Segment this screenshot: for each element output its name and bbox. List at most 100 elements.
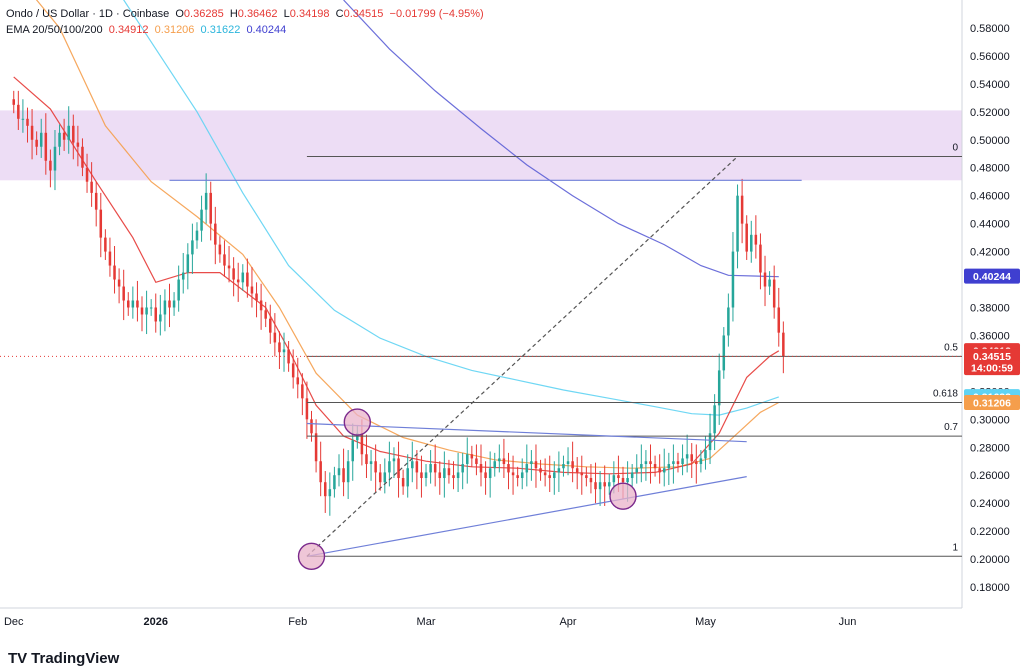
candle-body <box>461 464 464 473</box>
ema100-line <box>123 0 779 416</box>
candle-body <box>140 307 144 315</box>
candle-body <box>539 468 542 473</box>
price-chart[interactable]: 0 0.5 0.618 0.7 1 0.18000 0.20000 0.22000 0.240… <box>0 0 1024 648</box>
symbol-label[interactable]: Ondo / US Dollar · 1D · Coinbase <box>6 8 170 20</box>
candle-body <box>662 468 666 473</box>
price-tag-label: 14:00:59 <box>971 363 1013 375</box>
price-tick-label: 0.36000 <box>970 330 1010 342</box>
fib-level-label: 0 <box>952 143 958 154</box>
price-tick-label: 0.24000 <box>970 498 1010 510</box>
candle-body <box>571 461 574 469</box>
candle-body <box>200 209 203 231</box>
candle-body <box>520 472 524 479</box>
candle-body <box>346 461 350 483</box>
price-tick-label: 0.52000 <box>970 107 1010 119</box>
candle-body <box>488 468 492 479</box>
candle-body <box>768 279 771 287</box>
candle-body <box>772 279 776 308</box>
high-label: H <box>229 8 238 20</box>
grid <box>0 0 963 609</box>
time-tick-label: May <box>695 616 716 628</box>
low-label: L <box>283 8 290 20</box>
candle-body <box>658 468 661 473</box>
tradingview-brand[interactable]: TV TradingView <box>8 650 119 667</box>
time-tick-label: Apr <box>559 616 576 628</box>
candle-body <box>108 251 112 266</box>
candle-body <box>617 475 620 479</box>
candle-body <box>163 300 167 315</box>
candle-body <box>424 472 428 479</box>
candle-body <box>250 286 254 294</box>
candle-body <box>598 482 602 490</box>
candle-body <box>209 192 212 224</box>
candle-body <box>35 139 38 147</box>
price-tick-label: 0.30000 <box>970 414 1010 426</box>
highlight-circle <box>609 482 637 510</box>
ema50-line <box>35 0 780 469</box>
brand-name: TradingView <box>31 650 120 667</box>
price-tick-label: 0.28000 <box>970 442 1010 454</box>
candle-body <box>21 118 25 120</box>
candle-body <box>223 254 226 266</box>
candle-body <box>67 125 70 140</box>
ema200-value: 0.40244 <box>246 24 287 36</box>
candle-body <box>191 240 194 255</box>
candle-body <box>493 461 497 469</box>
candle-body <box>30 125 34 140</box>
price-tag <box>964 394 1020 410</box>
close-label: C <box>335 8 344 20</box>
candle-body <box>278 342 281 353</box>
candle-body <box>603 482 606 487</box>
candle-body <box>525 464 529 473</box>
candle-body <box>534 461 538 469</box>
candle-body <box>39 132 43 147</box>
candle-body <box>149 307 153 309</box>
candle-body <box>104 237 107 252</box>
candle-body <box>612 475 616 483</box>
time-axis[interactable]: Dec 2026 Feb Mar Apr May Jun <box>4 616 856 628</box>
candle-body <box>754 234 758 245</box>
price-tick-label: 0.50000 <box>970 135 1010 147</box>
candle-body <box>438 472 442 479</box>
candle-body <box>314 433 318 462</box>
candle-body <box>750 234 753 252</box>
candle-body <box>181 272 185 280</box>
candle-body <box>452 475 455 479</box>
resistance-zone-rect <box>0 110 962 181</box>
ema20-value: 0.34912 <box>108 24 149 36</box>
price-tick-label: 0.26000 <box>970 470 1010 482</box>
candle-body <box>12 99 16 105</box>
candle-body <box>337 468 341 476</box>
candle-body <box>323 482 327 497</box>
candle-body <box>635 468 639 473</box>
open-value: 0.36285 <box>183 8 224 20</box>
candle-body <box>26 118 29 126</box>
candle-body <box>608 482 611 487</box>
time-tick-label: Feb <box>288 616 307 628</box>
candle-body <box>704 450 707 459</box>
price-tag <box>964 360 1020 376</box>
open-label: O <box>175 8 184 20</box>
price-tag <box>964 348 1020 364</box>
fib-level-label: 1 <box>952 542 958 553</box>
ema-label[interactable]: EMA 20/50/100/200 <box>6 24 103 36</box>
candle-body <box>681 458 684 465</box>
candle-body <box>498 458 501 462</box>
price-tick-label: 0.56000 <box>970 51 1010 63</box>
candle-body <box>543 472 547 476</box>
candle-body <box>392 458 396 462</box>
candle-body <box>475 458 478 465</box>
candle-body <box>557 468 561 473</box>
price-tick-label: 0.20000 <box>970 554 1010 566</box>
price-tick-label: 0.22000 <box>970 526 1010 538</box>
trendline-upper <box>306 422 747 443</box>
candle-body <box>621 478 625 483</box>
candle-body <box>282 349 286 353</box>
candle-body <box>172 300 176 308</box>
candle-body <box>85 167 89 182</box>
candle-body <box>699 458 703 465</box>
price-axis[interactable]: 0.18000 0.20000 0.22000 0.24000 0.26000 0.280… <box>970 23 1010 594</box>
candle-body <box>727 307 730 336</box>
candle-body <box>649 461 652 465</box>
candle-body <box>740 195 744 224</box>
